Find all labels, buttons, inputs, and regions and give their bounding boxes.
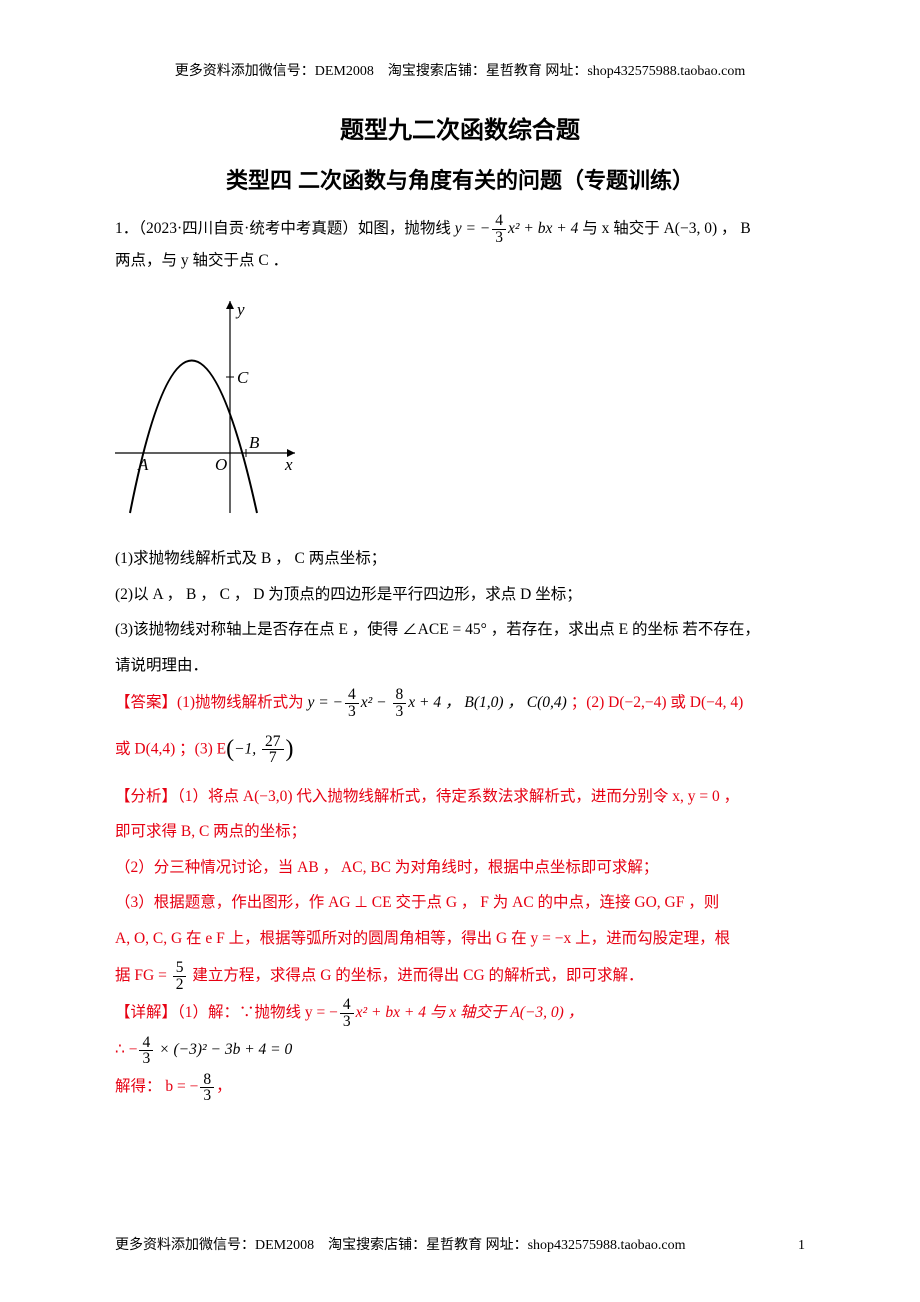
detail-prefix: 【详解】 <box>115 1004 177 1021</box>
ans-mid: x² − <box>361 694 391 711</box>
x-label: x <box>284 455 293 474</box>
detail-l1b: x² + bx + 4 与 x 轴交于 A(−3, 0) ， <box>356 1004 584 1021</box>
ans-formula: y = − <box>307 694 343 711</box>
detail-l1: 【详解】（1）解：∵抛物线 y = −43x² + bx + 4 与 x 轴交于… <box>115 994 805 1031</box>
analysis-l5: A, O, C, G 在 e F 上，根据等弧所对的圆周角相等，得出 G 在 y… <box>115 921 805 957</box>
ans-part2: ；(2) D(−2,−4) 或 D(−4, 4) <box>567 694 743 711</box>
page-footer: 更多资料添加微信号：DEM2008 淘宝搜索店铺：星哲教育 网址：shop432… <box>115 1234 805 1254</box>
detail-l3a: 解得： b = − <box>115 1078 198 1095</box>
detail-l1a: （1）解：∵抛物线 y = − <box>177 1004 338 1021</box>
page-number: 1 <box>798 1238 805 1254</box>
detail-l2: ∴ −43 × (−3)² − 3b + 4 = 0 <box>115 1031 805 1068</box>
ans-part1-a: (1)抛物线解析式为 <box>177 694 307 711</box>
point-O: O <box>215 455 227 474</box>
problem-stem-line2: 两点，与 y 轴交于点 C ． <box>115 245 805 277</box>
ans-frac2: 83 <box>393 687 407 719</box>
point-C: C <box>237 368 249 387</box>
point-B: B <box>249 433 260 452</box>
formula-mid: x² + bx + 4 <box>508 220 578 237</box>
footer-text: 更多资料添加微信号：DEM2008 淘宝搜索店铺：星哲教育 网址：shop432… <box>115 1238 685 1253</box>
detail-l2a: ∴ − <box>115 1041 137 1058</box>
question-3-line2: 请说明理由． <box>115 648 805 684</box>
ans-end: x + 4 ， B(1,0) ， C(0,4) <box>408 694 567 711</box>
stem-prefix: 1．（2023·四川自贡·统考中考真题）如图，抛物线 <box>115 220 455 237</box>
detail-l3: 解得： b = −83， <box>115 1068 805 1105</box>
point-A: A <box>137 455 149 474</box>
sub-title: 类型四 二次函数与角度有关的问题（专题训练） <box>115 163 805 195</box>
frac-4-3: 43 <box>492 213 506 245</box>
d-frac2: 43 <box>139 1035 153 1067</box>
detail-l3b: ， <box>216 1078 232 1095</box>
formula-y: y = − <box>455 220 491 237</box>
analysis-l6: 据 FG = 52 建立方程，求得点 G 的坐标，进而得出 CG 的解析式，即可… <box>115 957 805 994</box>
answer-block: 【答案】(1)抛物线解析式为 y = −43x² − 83x + 4 ， B(1… <box>115 684 805 721</box>
d-frac3: 83 <box>200 1072 214 1104</box>
problem-stem: 1．（2023·四川自贡·统考中考真题）如图，抛物线 y = −43x² + b… <box>115 213 805 245</box>
analysis-l4: （3）根据题意，作出图形，作 AG ⊥ CE 交于点 G ， F 为 AC 的中… <box>115 885 805 921</box>
analysis-text1: （1）将点 A(−3,0) 代入抛物线解析式，待定系数法求解析式，进而分别令 x… <box>177 788 739 805</box>
ans-part2-l2: 或 D(4,4) ； <box>115 740 195 757</box>
y-arrow <box>226 301 234 309</box>
analysis-l6a: 据 FG = <box>115 967 171 984</box>
analysis-l6b: 建立方程，求得点 G 的坐标，进而得出 CG 的解析式，即可求解． <box>188 967 643 984</box>
parabola-graph: y x A O B C <box>115 293 805 523</box>
analysis-prefix: 【分析】 <box>115 788 177 805</box>
question-2: (2)以 A ， B ， C ， D 为顶点的四边形是平行四边形，求点 D 坐标… <box>115 577 805 613</box>
analysis-l3: （2）分三种情况讨论，当 AB ， AC, BC 为对角线时，根据中点坐标即可求… <box>115 850 805 886</box>
main-title: 题型九二次函数综合题 <box>115 110 805 145</box>
answer-prefix: 【答案】 <box>115 694 177 711</box>
detail-l2b: × (−3)² − 3b + 4 = 0 <box>155 1041 292 1058</box>
y-label: y <box>235 300 245 319</box>
analysis-l1: 【分析】（1）将点 A(−3,0) 代入抛物线解析式，待定系数法求解析式，进而分… <box>115 779 805 815</box>
page-header: 更多资料添加微信号：DEM2008 淘宝搜索店铺：星哲教育 网址：shop432… <box>115 60 805 80</box>
ans-e-a: −1, <box>234 740 260 757</box>
ans-part3-pre: (3) E <box>195 740 226 757</box>
answer-block-line2: 或 D(4,4) ；(3) E(−1, 277) <box>115 721 805 779</box>
frac-5-2: 52 <box>173 960 187 992</box>
question-3-line1: (3)该抛物线对称轴上是否存在点 E ，使得 ∠ACE = 45° ，若存在，求… <box>115 612 805 648</box>
question-1: (1)求抛物线解析式及 B ， C 两点坐标； <box>115 541 805 577</box>
d-frac1: 43 <box>340 997 354 1029</box>
stem-mid: 与 x 轴交于 A(−3, 0) ， B <box>582 220 750 237</box>
analysis-l2: 即可求得 B, C 两点的坐标； <box>115 814 805 850</box>
ans-frac1: 43 <box>345 687 359 719</box>
ans-frac-27-7: 277 <box>262 734 284 766</box>
